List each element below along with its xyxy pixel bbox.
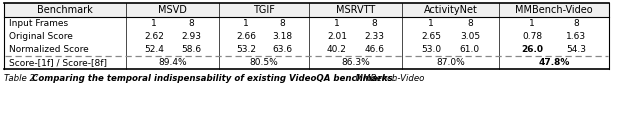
Text: TGIF: TGIF: [253, 5, 275, 15]
Text: 2.33: 2.33: [364, 32, 384, 41]
Text: 26.0: 26.0: [521, 45, 543, 54]
Text: 1: 1: [334, 19, 340, 28]
Text: 89.4%: 89.4%: [158, 58, 187, 67]
Text: 63.6: 63.6: [272, 45, 292, 54]
Text: Comparing the temporal indispensability of existing VideoQA benchmarks.: Comparing the temporal indispensability …: [32, 74, 396, 83]
Text: Table 2:: Table 2:: [4, 74, 40, 83]
Text: MSRVTT: MSRVTT: [336, 5, 375, 15]
Bar: [4, 3, 609, 17]
Text: 53.0: 53.0: [421, 45, 441, 54]
Text: 40.2: 40.2: [327, 45, 347, 54]
Text: 3.18: 3.18: [272, 32, 292, 41]
Text: MMBench-Video: MMBench-Video: [350, 74, 424, 83]
Text: 8: 8: [573, 19, 579, 28]
Text: 1: 1: [428, 19, 434, 28]
Text: 52.4: 52.4: [144, 45, 164, 54]
Text: 1: 1: [151, 19, 157, 28]
Text: 8: 8: [279, 19, 285, 28]
Text: 87.0%: 87.0%: [436, 58, 465, 67]
Text: 3.05: 3.05: [460, 32, 480, 41]
Text: 86.3%: 86.3%: [341, 58, 370, 67]
Text: 2.66: 2.66: [236, 32, 256, 41]
Text: 2.65: 2.65: [421, 32, 441, 41]
Text: 53.2: 53.2: [236, 45, 256, 54]
Text: Original Score: Original Score: [9, 32, 73, 41]
Text: 8: 8: [371, 19, 377, 28]
Text: 80.5%: 80.5%: [250, 58, 278, 67]
Text: MMBench-Video: MMBench-Video: [515, 5, 593, 15]
Text: 47.8%: 47.8%: [538, 58, 570, 67]
Text: 61.0: 61.0: [460, 45, 480, 54]
Text: 8: 8: [467, 19, 473, 28]
Text: 58.6: 58.6: [181, 45, 201, 54]
Text: 1: 1: [243, 19, 249, 28]
Text: 1.63: 1.63: [566, 32, 586, 41]
Text: Benchmark: Benchmark: [37, 5, 93, 15]
Text: 2.01: 2.01: [327, 32, 347, 41]
Text: Normalized Score: Normalized Score: [9, 45, 89, 54]
Text: Input Frames: Input Frames: [9, 19, 68, 28]
Text: 46.6: 46.6: [364, 45, 384, 54]
Text: 2.62: 2.62: [144, 32, 164, 41]
Text: 1: 1: [529, 19, 535, 28]
Text: MSVD: MSVD: [158, 5, 187, 15]
Text: 2.93: 2.93: [181, 32, 201, 41]
Text: ActivityNet: ActivityNet: [424, 5, 477, 15]
Text: 54.3: 54.3: [566, 45, 586, 54]
Text: 8: 8: [188, 19, 194, 28]
Text: Score-[1f] / Score-[8f]: Score-[1f] / Score-[8f]: [9, 58, 107, 67]
Text: 0.78: 0.78: [522, 32, 542, 41]
